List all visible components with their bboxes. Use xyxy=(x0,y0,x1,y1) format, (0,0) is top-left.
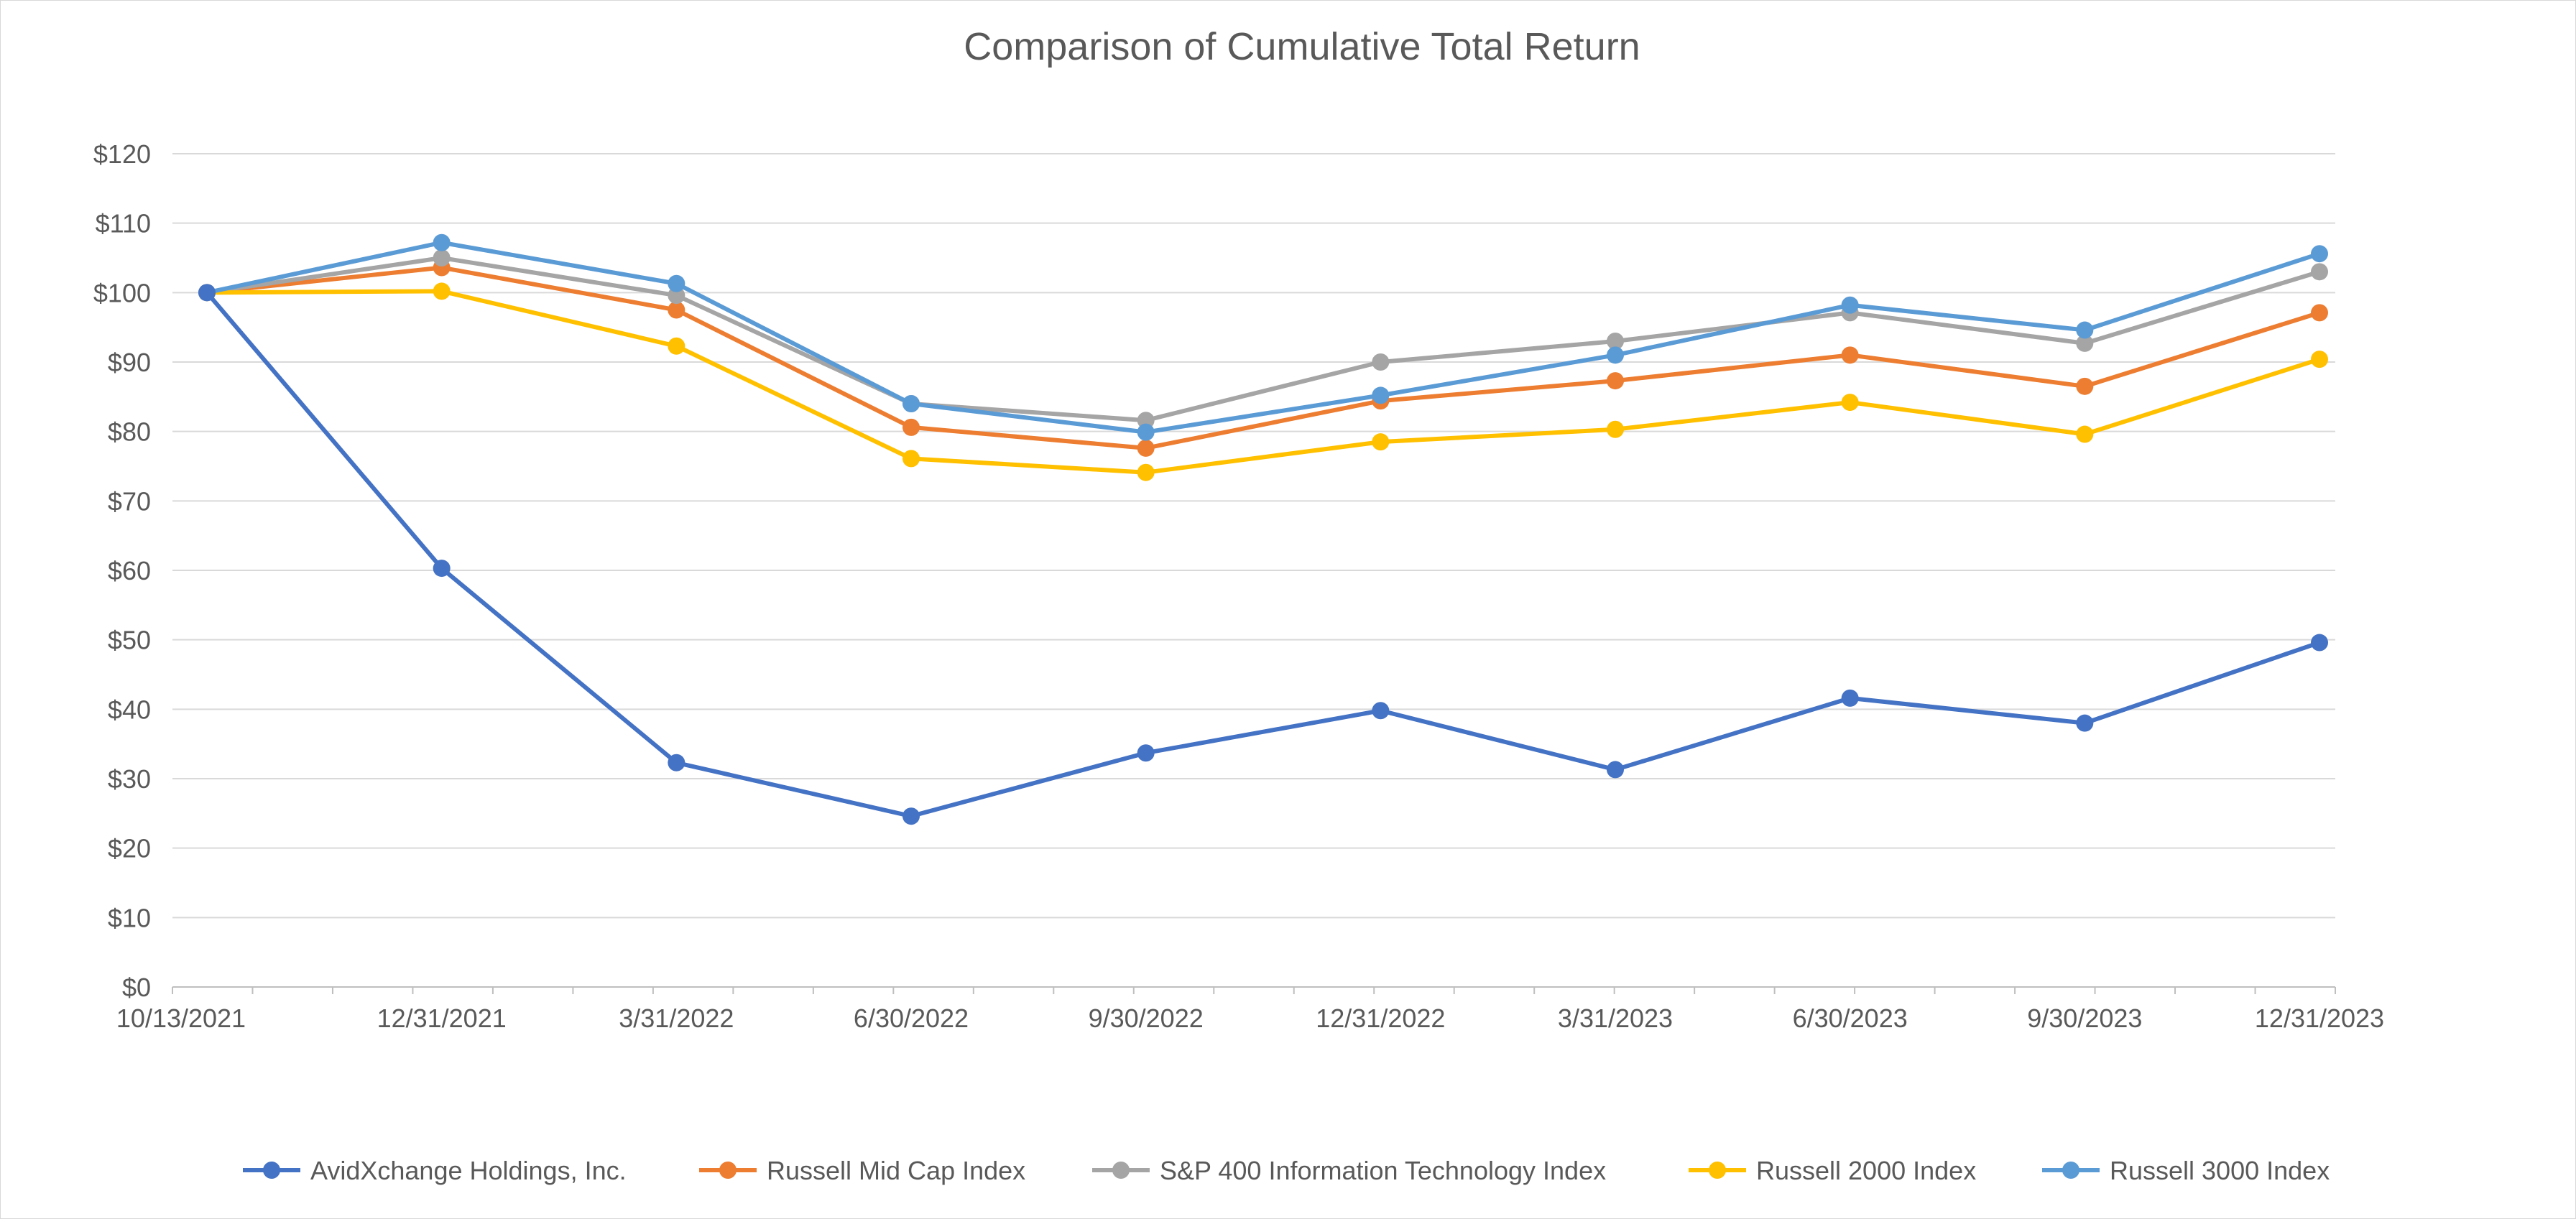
series-line xyxy=(206,289,2320,475)
series-line xyxy=(206,256,2320,423)
y-tick-label: $120 xyxy=(93,139,151,169)
y-tick-label: $10 xyxy=(108,903,151,932)
data-point xyxy=(1841,346,1859,364)
data-point xyxy=(1607,761,1624,779)
data-point xyxy=(2311,634,2328,652)
data-point xyxy=(433,249,451,266)
chart-title: Comparison of Cumulative Total Return xyxy=(964,25,1640,68)
data-point xyxy=(433,282,451,300)
data-point xyxy=(902,395,920,412)
data-point xyxy=(1137,412,1155,430)
data-point xyxy=(902,418,920,436)
y-tick-label: $20 xyxy=(108,834,151,863)
legend-marker xyxy=(719,1162,737,1179)
series-line xyxy=(206,265,2320,450)
legend-label: AvidXchange Holdings, Inc. xyxy=(310,1156,627,1185)
data-point xyxy=(1841,689,1859,707)
data-point xyxy=(1607,346,1624,364)
data-point xyxy=(433,233,451,251)
legend-label: S&P 400 Information Technology Index xyxy=(1160,1156,1606,1185)
x-tick-label: 12/31/2022 xyxy=(1316,1004,1445,1033)
y-tick-label: $70 xyxy=(108,486,151,516)
x-tick-label: 3/31/2023 xyxy=(1558,1004,1673,1033)
legend-item: AvidXchange Holdings, Inc. xyxy=(243,1156,627,1185)
legend-marker xyxy=(2062,1162,2079,1179)
data-point xyxy=(2076,425,2094,443)
legend-item: Russell 2000 Index xyxy=(1689,1156,1976,1185)
legend-marker xyxy=(1112,1162,1130,1179)
data-point xyxy=(2311,351,2328,369)
data-point xyxy=(1372,386,1390,404)
data-point xyxy=(2076,321,2094,339)
data-point xyxy=(2076,334,2094,352)
data-point xyxy=(902,450,920,468)
data-point xyxy=(1372,433,1390,451)
legend-item: Russell 3000 Index xyxy=(2042,1156,2330,1185)
data-point xyxy=(668,301,685,319)
legend-label: Russell Mid Cap Index xyxy=(767,1156,1025,1185)
y-tick-label: $30 xyxy=(108,764,151,794)
data-point xyxy=(668,274,685,292)
y-tick-label: $50 xyxy=(108,626,151,655)
x-tick-label: 9/30/2022 xyxy=(1089,1004,1204,1033)
x-tick-label: 9/30/2023 xyxy=(2027,1004,2142,1033)
series-group xyxy=(198,233,2328,441)
data-point xyxy=(433,560,451,578)
data-point xyxy=(1137,423,1155,441)
x-tick-label: 3/31/2022 xyxy=(619,1004,734,1033)
x-tick-label: 6/30/2023 xyxy=(1793,1004,1908,1033)
y-tick-label: $110 xyxy=(96,209,151,238)
y-tick-label: $90 xyxy=(108,348,151,377)
data-point xyxy=(2076,714,2094,732)
data-point xyxy=(668,287,685,305)
data-point xyxy=(1841,296,1859,314)
legend-label: Russell 3000 Index xyxy=(2110,1156,2330,1185)
data-point xyxy=(1137,463,1155,481)
series-group xyxy=(198,259,2328,457)
data-point xyxy=(668,337,685,355)
data-point xyxy=(1607,333,1624,350)
data-point xyxy=(1841,394,1859,412)
legend-marker xyxy=(1709,1162,1726,1179)
series-line xyxy=(206,240,2320,435)
data-point xyxy=(2311,263,2328,281)
data-point xyxy=(1607,420,1624,438)
data-point xyxy=(1372,353,1390,371)
data-point xyxy=(198,284,216,302)
y-tick-label: $60 xyxy=(108,556,151,585)
series-group xyxy=(198,249,2328,430)
x-tick-label: 12/31/2021 xyxy=(377,1004,507,1033)
data-point xyxy=(1137,744,1155,762)
data-point xyxy=(2311,304,2328,322)
data-point xyxy=(2076,377,2094,395)
y-tick-label: $0 xyxy=(122,973,151,1002)
series-group xyxy=(198,282,2328,481)
x-tick-label: 6/30/2022 xyxy=(854,1004,969,1033)
data-point xyxy=(1372,702,1390,720)
legend-item: S&P 400 Information Technology Index xyxy=(1092,1156,1606,1185)
y-tick-label: $40 xyxy=(108,695,151,724)
series-line xyxy=(205,291,2320,819)
y-tick-label: $80 xyxy=(108,417,151,447)
legend-item: Russell Mid Cap Index xyxy=(699,1156,1025,1185)
data-point xyxy=(2311,245,2328,263)
data-point xyxy=(1607,372,1624,390)
series-group xyxy=(198,284,2328,825)
x-tick-label: 10/13/2021 xyxy=(116,1004,246,1033)
x-tick-label: 12/31/2023 xyxy=(2255,1004,2384,1033)
legend-marker xyxy=(263,1162,280,1179)
y-tick-label: $100 xyxy=(93,278,151,307)
data-point xyxy=(1137,439,1155,457)
legend-label: Russell 2000 Index xyxy=(1756,1156,1976,1185)
data-point xyxy=(668,754,685,771)
data-point xyxy=(902,807,920,825)
